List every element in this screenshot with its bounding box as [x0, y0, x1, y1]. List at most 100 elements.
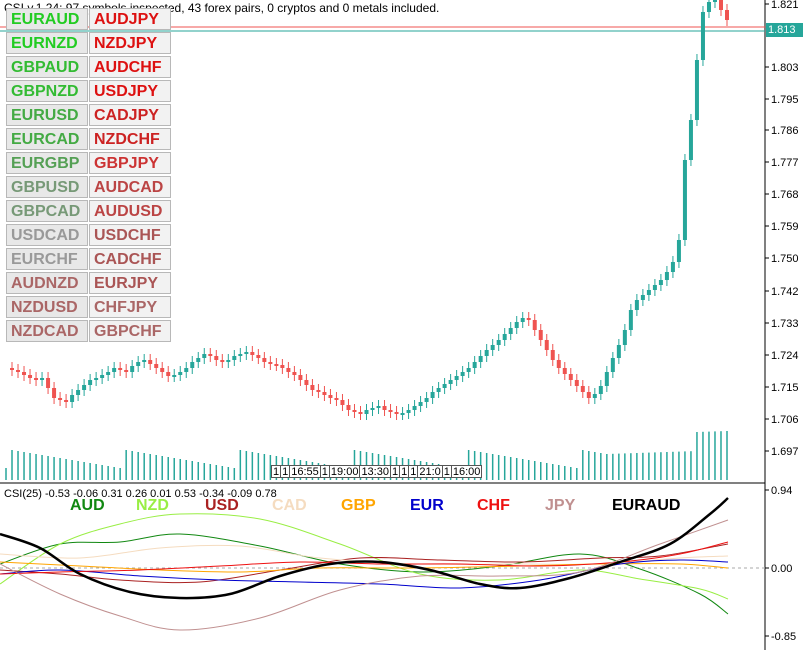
candle-body — [592, 394, 597, 398]
pair-row: EURCHF CADCHF — [6, 248, 174, 272]
candle-body — [682, 160, 687, 240]
price-tick-label: 1.803 — [771, 62, 799, 74]
price-tick-label: 1.715 — [771, 382, 799, 394]
csi-indicator-chart[interactable]: 0.94 0.00 -0.85 — [0, 484, 803, 650]
indicator-tick-label: -0.85 — [771, 631, 796, 643]
pair-button-gbpcad[interactable]: GBPCAD — [6, 200, 88, 222]
pair-button-nzdjpy[interactable]: NZDJPY — [89, 32, 171, 54]
candle-body — [382, 406, 387, 410]
price-tick-label: 1.742 — [771, 286, 799, 298]
pair-button-nzdchf[interactable]: NZDCHF — [89, 128, 171, 150]
candle-body — [496, 340, 501, 345]
legend-euraud: EURAUD — [612, 497, 681, 514]
candle-body — [706, 2, 711, 12]
pair-button-eurgbp[interactable]: EURGBP — [6, 152, 88, 174]
pair-button-chfjpy[interactable]: CHFJPY — [89, 296, 171, 318]
candle-body — [196, 358, 201, 362]
pair-button-nzdcad[interactable]: NZDCAD — [6, 320, 88, 342]
indicator-tick-label: 0.94 — [771, 485, 792, 497]
pair-button-eurjpy[interactable]: EURJPY — [89, 272, 171, 294]
pair-button-gbpaud[interactable]: GBPAUD — [6, 56, 88, 78]
price-tick-label: 1.759 — [771, 221, 799, 233]
pair-button-gbpjpy[interactable]: GBPJPY — [89, 152, 171, 174]
candle-body — [406, 410, 411, 413]
candle-body — [154, 364, 159, 368]
candle-body — [106, 372, 111, 375]
candle-body — [688, 120, 693, 160]
pair-button-audnzd[interactable]: AUDNZD — [6, 272, 88, 294]
line-jpy — [0, 519, 729, 631]
price-chart[interactable]: 1.821 1.803 1.795 1.786 1.777 1.768 1.759 1.750… — [0, 0, 803, 484]
current-price-label: 1.813 — [766, 23, 803, 37]
candle-body — [208, 354, 213, 356]
candle-body — [646, 290, 651, 295]
candle-body — [292, 372, 297, 375]
candle-body — [22, 372, 27, 375]
candle-body — [268, 362, 273, 364]
candle-body — [82, 385, 87, 390]
legend-usd: USD — [205, 497, 239, 514]
pair-button-usdcad[interactable]: USDCAD — [6, 224, 88, 246]
candle-body — [700, 12, 705, 60]
candle-body — [574, 380, 579, 386]
pair-button-gbpusd[interactable]: GBPUSD — [6, 176, 88, 198]
pair-button-gbpchf[interactable]: GBPCHF — [89, 320, 171, 342]
legend-aud: AUD — [70, 497, 105, 514]
candle-body — [725, 10, 729, 20]
candle-body — [118, 368, 123, 370]
pair-button-cadchf[interactable]: CADCHF — [89, 248, 171, 270]
candle-body — [202, 354, 207, 358]
pair-row: EURCAD NZDCHF — [6, 128, 174, 152]
candle-body — [322, 392, 327, 395]
candle-body — [358, 412, 363, 414]
candle-body — [46, 378, 51, 388]
candle-body — [664, 272, 669, 280]
pair-button-audjpy[interactable]: AUDJPY — [89, 8, 171, 30]
pair-row: AUDNZD EURJPY — [6, 272, 174, 296]
candle-body — [628, 310, 633, 330]
pair-button-eurcad[interactable]: EURCAD — [6, 128, 88, 150]
legend-cad: CAD — [272, 497, 307, 514]
pair-row: USDCAD USDCHF — [6, 224, 174, 248]
pair-button-eurnzd[interactable]: EURNZD — [6, 32, 88, 54]
pair-button-gbpnzd[interactable]: GBPNZD — [6, 80, 88, 102]
pair-button-eurchf[interactable]: EURCHF — [6, 248, 88, 270]
candle-body — [112, 368, 117, 372]
candle-body — [34, 378, 39, 380]
candle-body — [64, 400, 69, 402]
candle-body — [316, 390, 321, 392]
candle-body — [220, 360, 225, 362]
candle-body — [694, 60, 699, 120]
candle-body — [490, 345, 495, 350]
candle-body — [658, 280, 663, 285]
pair-button-nzdusd[interactable]: NZDUSD — [6, 296, 88, 318]
candle-body — [634, 300, 639, 310]
time-label: 16:00 — [450, 465, 483, 478]
candle-body — [472, 362, 477, 368]
candle-body — [604, 372, 609, 386]
pair-button-usdjpy[interactable]: USDJPY — [89, 80, 171, 102]
pair-buttons-panel: EURAUD AUDJPY EURNZD NZDJPY GBPAUD AUDCHF GBPN… — [6, 8, 174, 344]
candle-body — [166, 372, 171, 376]
pair-button-usdchf[interactable]: USDCHF — [89, 224, 171, 246]
candle-body — [370, 408, 375, 410]
pair-button-euraud[interactable]: EURAUD — [6, 8, 88, 30]
candle-body — [640, 295, 645, 300]
line-gbp — [0, 561, 729, 573]
pair-button-audcad[interactable]: AUDCAD — [89, 176, 171, 198]
candle-body — [262, 358, 267, 362]
pair-row: NZDUSD CHFJPY — [6, 296, 174, 320]
candle-body — [16, 370, 21, 372]
pair-button-audchf[interactable]: AUDCHF — [89, 56, 171, 78]
candle-body — [394, 412, 399, 414]
candle-body — [232, 356, 237, 360]
legend-chf: CHF — [477, 497, 510, 514]
legend-eur: EUR — [410, 497, 444, 514]
pair-button-audusd[interactable]: AUDUSD — [89, 200, 171, 222]
candle-body — [160, 368, 165, 372]
candle-body — [28, 375, 33, 378]
candle-body — [142, 360, 147, 362]
pair-button-cadjpy[interactable]: CADJPY — [89, 104, 171, 126]
candle-body — [94, 378, 99, 380]
pair-button-eurusd[interactable]: EURUSD — [6, 104, 88, 126]
